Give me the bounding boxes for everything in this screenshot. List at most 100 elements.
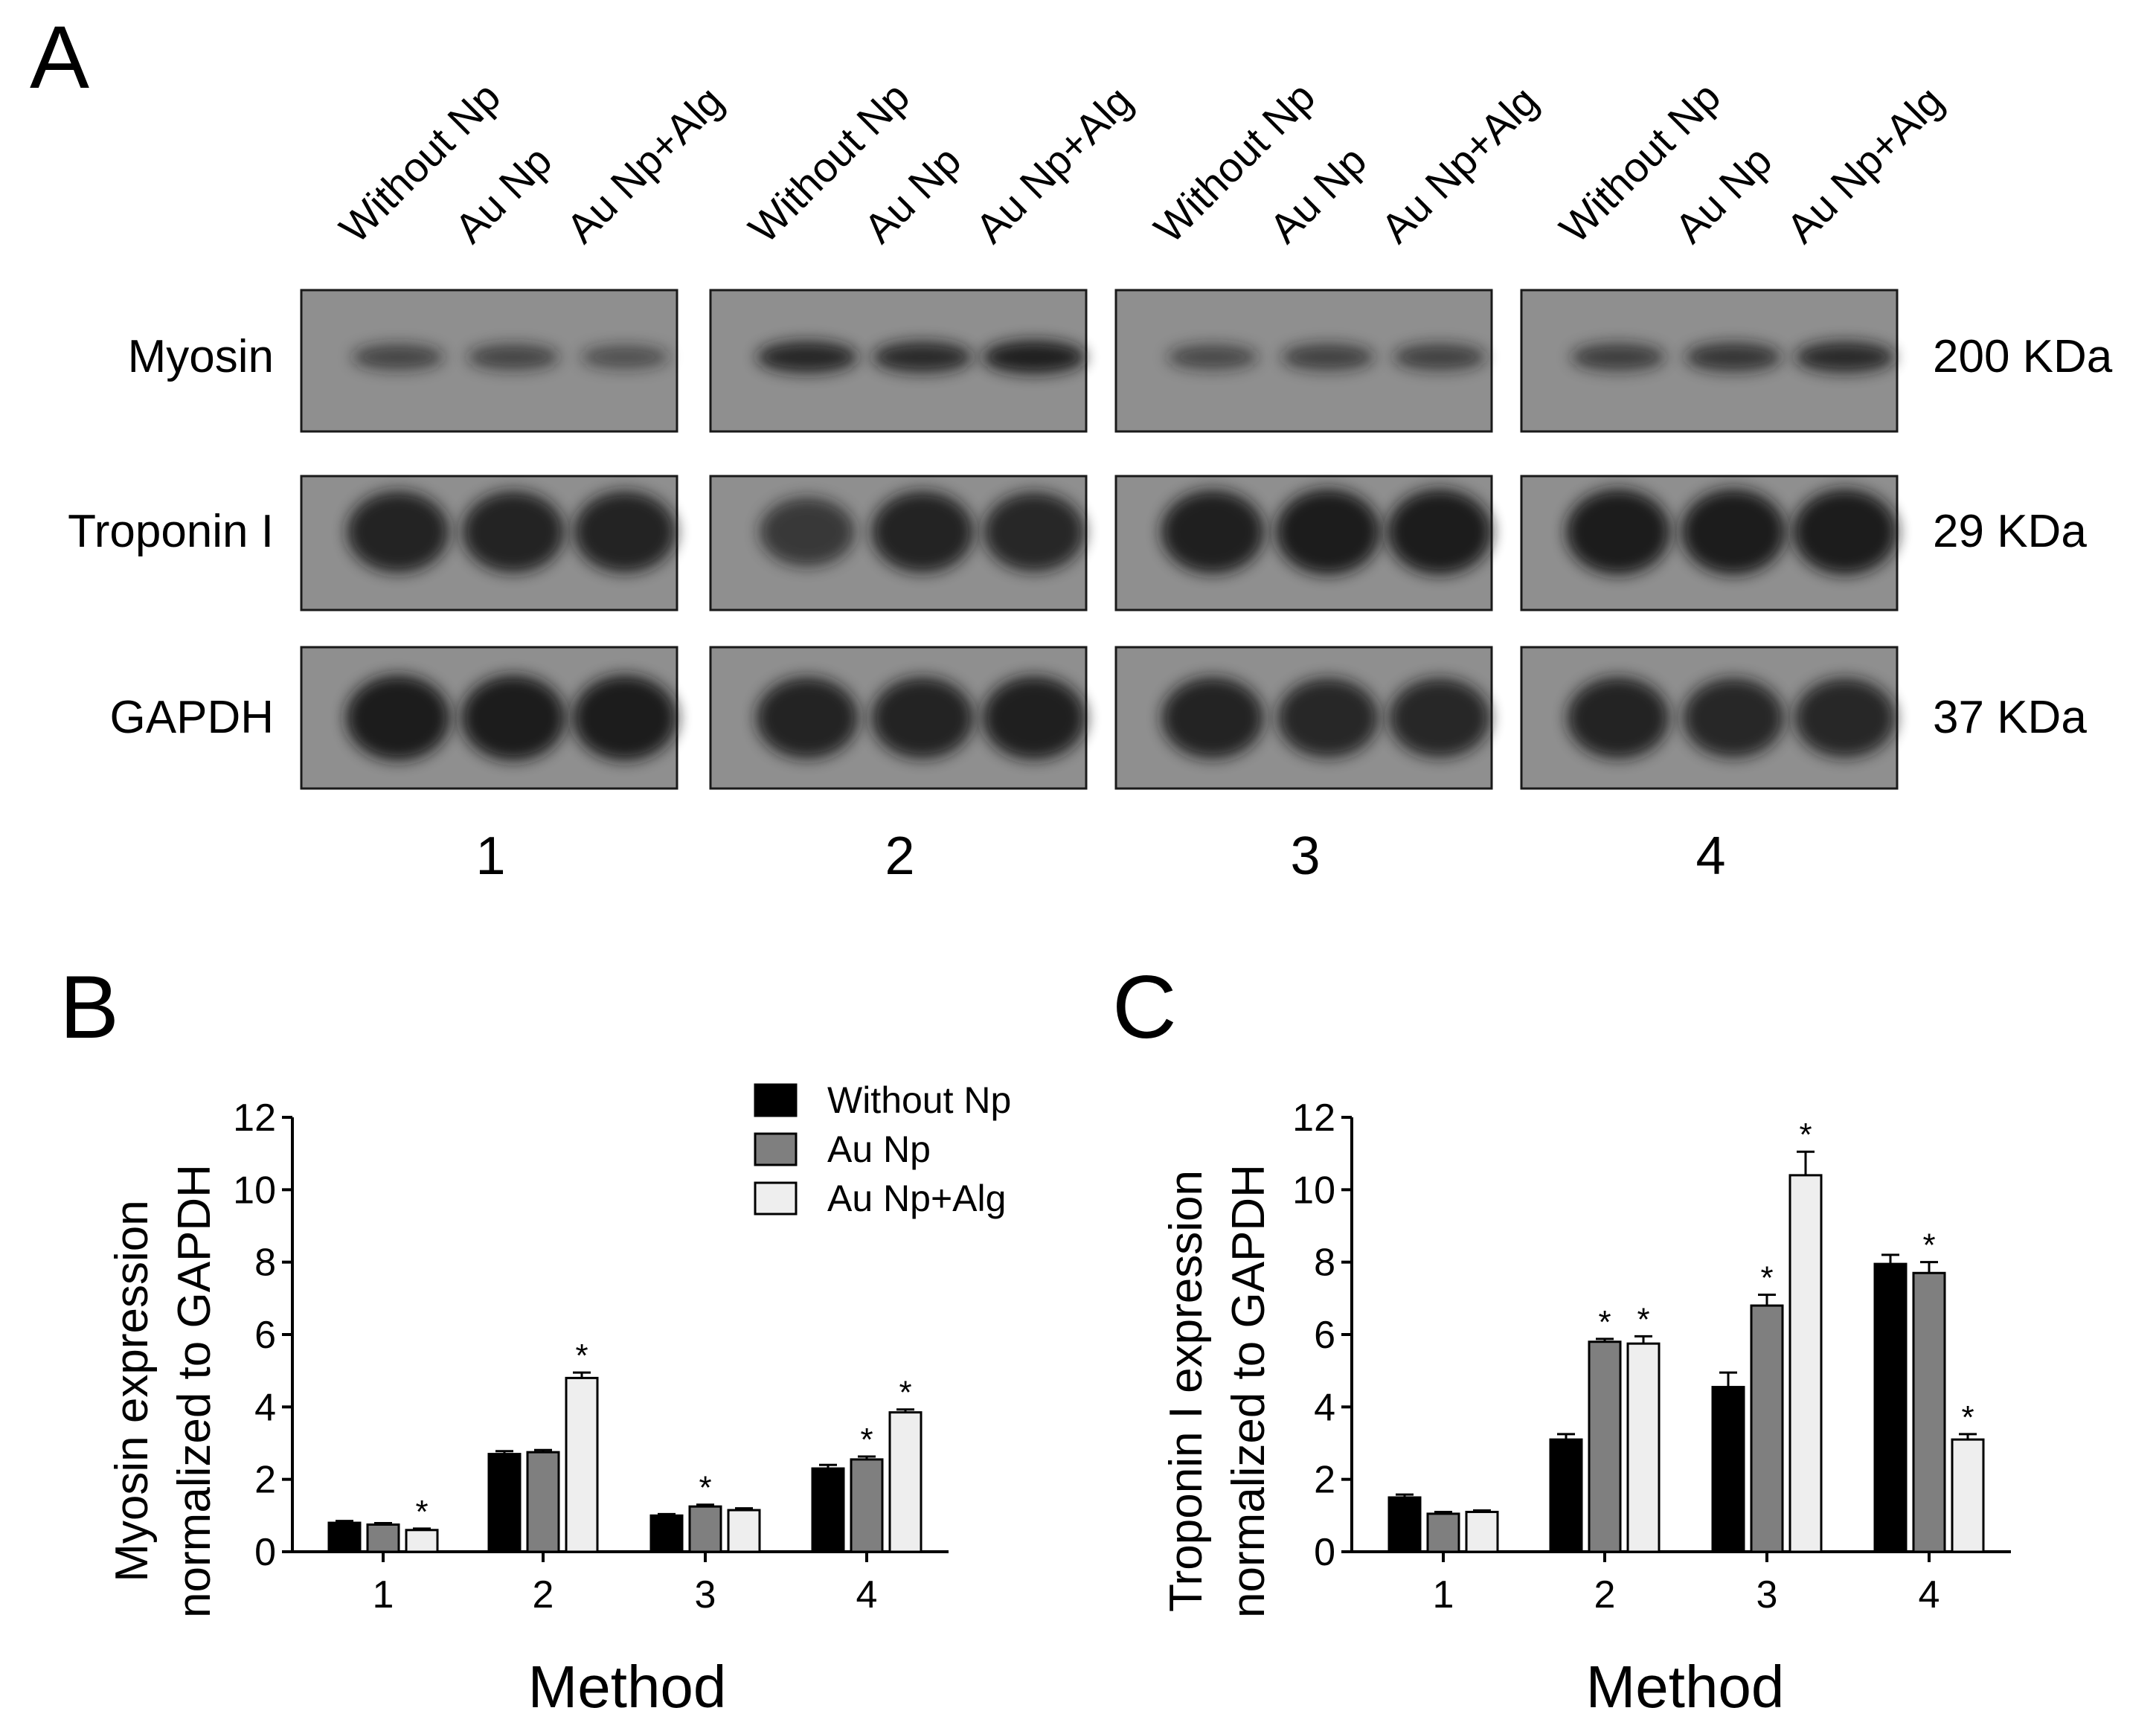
legend-swatch-without-np [754, 1083, 798, 1117]
chart-b-ytick-label-2: 4 [254, 1386, 276, 1429]
blot-band-1-4-1 [1571, 343, 1666, 371]
blot-band-1-4-2 [1685, 342, 1782, 372]
chart-c-xtick-label-0: 1 [1433, 1573, 1454, 1616]
chart-c-bar-3-1 [1465, 1510, 1499, 1553]
chart-b-bar-2-2 [526, 1451, 560, 1553]
lane-label-3-3: Au Np+Alg [1372, 77, 1547, 252]
chart-b-bar-1-3 [649, 1514, 684, 1553]
lane-label-3-2: Au Np [1260, 137, 1376, 252]
chart-b-ytick-label-4: 8 [254, 1242, 276, 1285]
chart-c-xlabel: Method [1586, 1654, 1785, 1720]
chart-b-ylabel-line1: Myosin expression [106, 1200, 158, 1582]
chart-c-star-3-3: * [1799, 1117, 1812, 1153]
chart-c-bar-3-4 [1951, 1438, 1985, 1553]
blot-band-2-2-3 [984, 492, 1085, 572]
blot-band-3-1-3 [573, 675, 677, 761]
chart-c-ytick-label-4: 8 [1314, 1242, 1335, 1285]
legend-label-au-np-alg: Au Np+Alg [827, 1178, 1006, 1219]
panel-label-c: C [1112, 957, 1177, 1057]
chart-c-ytick-label-0: 0 [1314, 1531, 1335, 1574]
chart-b-ytick-label-3: 6 [254, 1314, 276, 1357]
chart-b-bar-2-1 [366, 1523, 400, 1553]
blot-band-3-1-2 [461, 675, 565, 761]
lane-label-2-2: Au Np [855, 137, 970, 252]
blot-band-1-1-3 [580, 345, 670, 369]
blot-band-1-2-3 [982, 340, 1086, 374]
chart-b-xtick-label-2: 3 [695, 1573, 716, 1616]
chart-c-bar-2-3 [1750, 1304, 1784, 1553]
chart-c-ytick-label-5: 10 [1292, 1169, 1335, 1212]
blot-band-1-4-3 [1795, 341, 1895, 373]
protein-label-2: Troponin I [68, 506, 274, 557]
blot-band-3-4-3 [1794, 678, 1896, 758]
lane-label-4-2: Au Np [1666, 137, 1781, 252]
chart-b-bar-3-3 [727, 1509, 761, 1553]
chart-b-ytick-label-1: 2 [254, 1459, 276, 1502]
legend-swatch-au-np [754, 1132, 798, 1166]
chart-legend: Without Np Au Np Au Np+Alg [754, 1079, 1011, 1219]
blot-band-3-2-2 [871, 677, 974, 759]
chart-c-bar-3-3 [1788, 1174, 1823, 1553]
blot-band-2-4-1 [1566, 489, 1670, 575]
chart-c-ytick-label-2: 4 [1314, 1386, 1335, 1429]
lane-label-2-3: Au Np+Alg [966, 77, 1141, 252]
chart-c-bar-1-2 [1549, 1438, 1583, 1553]
legend-swatch-au-np-alg [754, 1181, 798, 1216]
blot-band-3-2-1 [756, 677, 859, 759]
chart-c-bar-2-1 [1426, 1512, 1460, 1553]
blot-band-3-3-2 [1277, 678, 1379, 758]
blot-band-3-4-2 [1683, 678, 1784, 758]
blot-band-2-3-3 [1387, 489, 1492, 575]
chart-b-star-2-3: * [699, 1470, 711, 1506]
lane-label-1-2: Au Np [446, 137, 561, 252]
blot-band-2-2-1 [760, 497, 855, 567]
chart-c-xtick-label-2: 3 [1756, 1573, 1778, 1616]
method-number-1: 1 [475, 826, 505, 886]
chart-b-star-3-2: * [575, 1338, 588, 1374]
chart-c-ylabel-line2: normalized to GAPDH [1223, 1164, 1274, 1618]
chart-b-ytick-label-0: 0 [254, 1531, 276, 1574]
blot-band-1-2-2 [873, 341, 972, 373]
chart-b-bar-1-1 [327, 1521, 362, 1553]
chart-b-ytick-label-5: 10 [233, 1169, 276, 1212]
blot-band-2-1-2 [462, 491, 565, 573]
chart-c-bar-1-3 [1711, 1386, 1745, 1553]
blot-band-3-3-3 [1389, 678, 1490, 758]
chart-b-star-2-4: * [860, 1422, 873, 1458]
blot-band-1-1-2 [467, 344, 559, 370]
blot-band-2-3-2 [1276, 489, 1380, 575]
myosin-bar-chart: Myosin expression normalized to GAPDH Me… [106, 1096, 949, 1720]
blot-band-3-1-1 [346, 675, 450, 761]
chart-b-bar-3-4 [888, 1411, 923, 1553]
chart-c-bar-1-1 [1387, 1496, 1422, 1553]
legend-label-au-np: Au Np [827, 1128, 931, 1170]
chart-c-ytick-label-3: 6 [1314, 1314, 1335, 1357]
chart-b-bar-1-4 [811, 1467, 845, 1553]
troponin-bar-chart: Troponin I expression normalized to GAPD… [1161, 1096, 2011, 1720]
chart-c-ytick-label-6: 12 [1292, 1096, 1335, 1140]
method-number-2: 2 [885, 826, 914, 886]
size-label-1: 200 KDa [1933, 331, 2113, 382]
chart-b-ylabel-line2: normalized to GAPDH [169, 1164, 220, 1618]
blot-band-2-4-2 [1681, 489, 1786, 575]
chart-c-xtick-label-1: 2 [1594, 1573, 1616, 1616]
blot-band-2-3-1 [1161, 489, 1265, 574]
lane-label-4-3: Au Np+Alg [1777, 77, 1952, 252]
blot-band-1-2-1 [757, 341, 858, 373]
chart-c-star-3-2: * [1637, 1301, 1649, 1338]
chart-b-bar-3-1 [405, 1529, 439, 1553]
chart-c-bar-2-2 [1588, 1340, 1622, 1553]
method-number-4: 4 [1695, 826, 1725, 886]
blot-band-2-4-3 [1793, 489, 1897, 575]
blot-band-1-3-1 [1167, 344, 1258, 370]
blot-band-1-3-3 [1393, 344, 1486, 370]
blot-band-2-1-3 [574, 491, 676, 573]
method-number-3: 3 [1290, 826, 1320, 886]
protein-label-3: GAPDH [110, 692, 274, 743]
size-label-2: 29 KDa [1933, 506, 2087, 557]
blot-band-1-3-2 [1281, 344, 1375, 370]
panel-label-b: B [60, 957, 119, 1057]
chart-b-star-3-1: * [415, 1494, 428, 1530]
